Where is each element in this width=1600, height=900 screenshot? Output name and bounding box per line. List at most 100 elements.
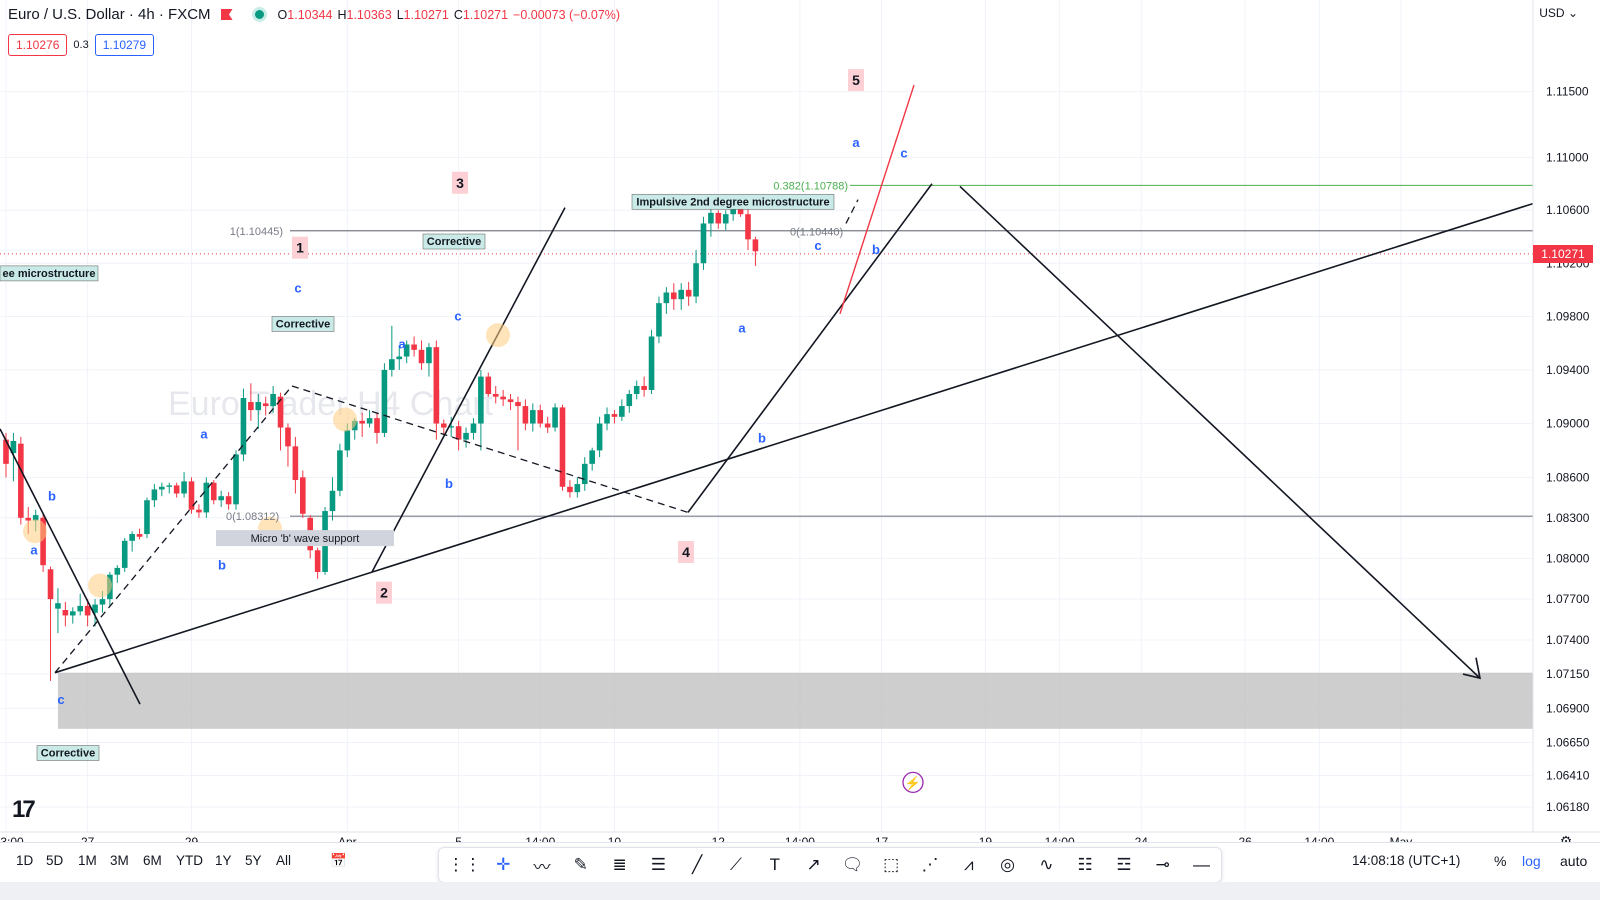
wave-number-box xyxy=(678,540,694,563)
buy-button[interactable]: 1.10279 xyxy=(94,34,155,56)
candle-body xyxy=(159,486,165,490)
drag-handle-icon[interactable]: ⋮⋮ xyxy=(447,855,482,874)
highlighter-icon[interactable]: ✎ xyxy=(573,855,588,874)
timeframe-5y[interactable]: 5Y xyxy=(245,853,262,868)
candle-body xyxy=(745,214,751,240)
sub-wave-label: a xyxy=(30,542,38,557)
flag-icon[interactable] xyxy=(220,9,233,20)
ohlc-change: −0.00073 (−0.07%) xyxy=(513,8,621,22)
candle-body xyxy=(359,420,365,424)
auto-toggle[interactable]: auto xyxy=(1560,853,1588,869)
horizontal-ray-icon[interactable]: ⊸ xyxy=(1155,855,1170,874)
candle-body xyxy=(648,336,655,390)
candle-body xyxy=(40,517,46,566)
calendar-icon[interactable]: 📅 xyxy=(330,853,347,868)
candle-body xyxy=(329,490,336,512)
clock[interactable]: 14:08:18 (UTC+1) xyxy=(1352,853,1461,868)
timeframe-ytd[interactable]: YTD xyxy=(176,853,203,868)
sell-button[interactable]: 1.10276 xyxy=(8,34,68,56)
candle-body xyxy=(433,347,440,424)
arrow-head-icon xyxy=(1462,657,1482,680)
elliott-wave-icon[interactable]: ⩘ xyxy=(963,855,974,874)
price-tick-label: 1.07150 xyxy=(1546,667,1590,681)
timeframe-1y[interactable]: 1Y xyxy=(215,853,232,868)
brush-icon[interactable]: 〰 xyxy=(533,857,551,877)
fib-channel-icon[interactable]: ☷ xyxy=(1077,855,1093,874)
price-tick-label: 1.10600 xyxy=(1546,203,1590,217)
fib-retracement-icon[interactable]: ≣ xyxy=(612,855,627,874)
currency-selector[interactable]: USD ⌄ xyxy=(1539,6,1578,20)
candle-body xyxy=(574,484,581,493)
timeframe-3m[interactable]: 3M xyxy=(110,853,129,868)
price-tick-label: 1.09400 xyxy=(1546,363,1590,377)
alert-lightning-icon xyxy=(902,771,924,794)
percent-toggle[interactable]: % xyxy=(1494,853,1507,869)
candle-body xyxy=(611,414,618,417)
candle-body xyxy=(366,418,373,424)
candle-body xyxy=(708,212,714,224)
symbol-title[interactable]: Euro / U.S. Dollar · 4h · FXCM xyxy=(8,6,211,23)
wave-number-label: 2 xyxy=(380,585,388,601)
log-toggle[interactable]: log xyxy=(1522,853,1541,869)
scrollbar[interactable] xyxy=(0,882,1600,900)
crosshair-icon[interactable]: ✛ xyxy=(496,855,511,874)
timeframe-5d[interactable]: 5D xyxy=(46,853,64,868)
candle-body xyxy=(470,423,477,433)
timeframe-1m[interactable]: 1M xyxy=(78,853,97,868)
candle-body xyxy=(411,344,417,350)
text-icon[interactable]: T xyxy=(769,855,780,874)
sub-wave-label: b xyxy=(48,488,56,503)
candle-body xyxy=(492,393,499,397)
candle-body xyxy=(84,605,91,616)
callout-icon[interactable]: 🗨 xyxy=(841,855,864,874)
trade-prices: 1.10276 0.3 1.10279 xyxy=(8,34,155,56)
highlight-circle xyxy=(88,573,112,598)
candle-body xyxy=(478,376,484,424)
candle-body xyxy=(292,446,299,481)
candle-body xyxy=(210,482,217,501)
candle-body xyxy=(537,410,544,424)
time-axis: 3:00 27 29 Apr 5 14:00 10 12 14:00 17 19 14:00 24 26 1… xyxy=(0,831,1600,842)
candle-body xyxy=(25,517,32,521)
rectangle-icon[interactable]: ⬚ xyxy=(883,855,900,874)
candle-body xyxy=(440,423,447,428)
candle-body xyxy=(522,406,529,424)
dashed-abc-1 xyxy=(54,385,293,674)
timeframe-1d[interactable]: 1D xyxy=(16,853,34,868)
time-tick-label: 17 xyxy=(875,835,889,842)
timeframe-6m[interactable]: 6M xyxy=(143,853,162,868)
horizontal-line-icon[interactable]: — xyxy=(1193,855,1211,874)
candle-body xyxy=(544,423,551,428)
label-impulsive: Impulsive 2nd degree microstructure xyxy=(636,196,829,208)
parallel-channel-icon[interactable]: ☰ xyxy=(650,855,666,874)
sub-wave-label: a xyxy=(398,337,406,352)
spread-value: 0.3 xyxy=(73,39,89,51)
candle-body xyxy=(633,385,640,394)
ray-icon[interactable]: ⟋ xyxy=(730,855,742,874)
timeframe-all[interactable]: All xyxy=(276,853,292,868)
gann-icon[interactable]: ☲ xyxy=(1116,855,1132,874)
candle-body xyxy=(455,426,462,440)
label-impulsive-bg xyxy=(631,193,835,210)
candle-body xyxy=(121,540,128,568)
candle-body xyxy=(671,292,677,300)
candle-body xyxy=(500,396,506,400)
candle-body xyxy=(99,599,106,605)
dashed-abc-2 xyxy=(291,385,689,514)
candle-body xyxy=(700,223,707,264)
ohlc-readout: O1.10344 H1.10363 L1.10271 C1.10271 −0.00073… xyxy=(278,8,626,22)
arrow-icon[interactable]: ↗ xyxy=(806,855,821,874)
circle-icon[interactable]: ◎ xyxy=(1000,855,1015,874)
label-corrective-3: Corrective xyxy=(41,748,95,760)
time-tick-label: 19 xyxy=(979,835,993,842)
ohlc-label: O xyxy=(277,8,288,22)
current-price-tag: 1.10271 xyxy=(1533,244,1593,263)
pattern-icon[interactable]: ⋰ xyxy=(921,855,939,874)
trend-line-icon[interactable]: ╱ xyxy=(692,855,703,874)
tradingview-logo[interactable]: 17 xyxy=(12,796,36,823)
price-tick-label: 1.08300 xyxy=(1546,511,1590,525)
curve-icon[interactable]: ∿ xyxy=(1039,855,1054,874)
price-chart[interactable]: Euro Trader H4 Chart 12345abcabcabcabcab… xyxy=(0,0,1600,842)
sub-wave-label: a xyxy=(200,426,208,441)
time-tick-label: 12 xyxy=(712,835,726,842)
